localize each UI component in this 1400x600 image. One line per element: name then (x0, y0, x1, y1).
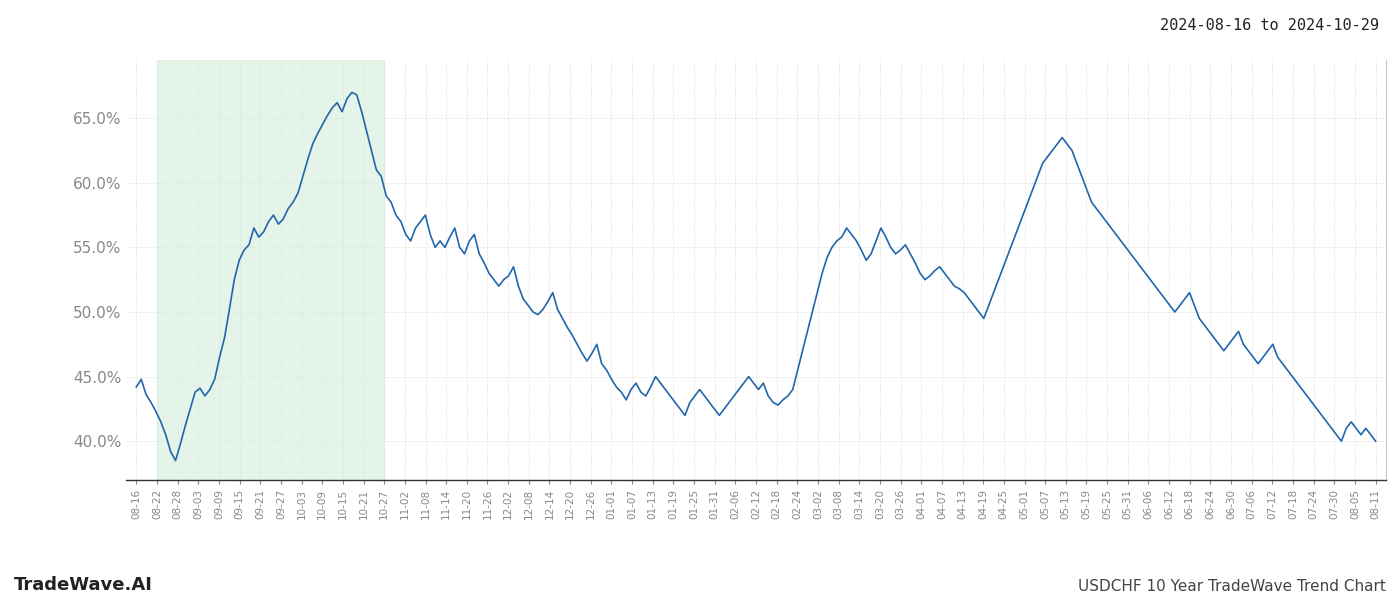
Text: 2024-08-16 to 2024-10-29: 2024-08-16 to 2024-10-29 (1161, 18, 1379, 33)
Text: TradeWave.AI: TradeWave.AI (14, 576, 153, 594)
Bar (157, 60, 384, 480)
Text: USDCHF 10 Year TradeWave Trend Chart: USDCHF 10 Year TradeWave Trend Chart (1078, 579, 1386, 594)
